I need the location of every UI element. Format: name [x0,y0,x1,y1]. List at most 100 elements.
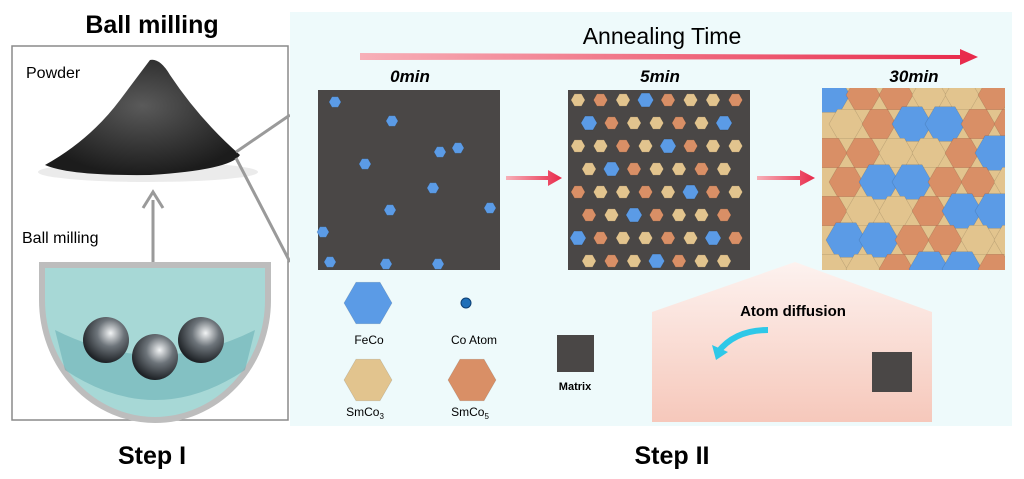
legend-smco5-label: SmCo5 [451,405,489,421]
smco3-grain [728,185,743,199]
stage-arrow [757,170,815,186]
smco3-grain [649,116,664,130]
milling-ball [132,334,178,380]
legend-smco5-swatch [447,358,497,402]
smco5-grain [878,254,914,270]
feco-grain [426,182,440,194]
smco5-grain [728,93,743,107]
feco-grain [328,96,342,108]
smco5-grain [716,208,732,222]
smco3-grain [581,254,597,268]
smco5-grain [604,116,619,130]
smco3-grain [615,231,631,245]
zoom-line [235,113,291,154]
smco3-grain [593,185,608,199]
smco5-grain [593,93,608,107]
stage-label-30min: 30min [889,67,938,86]
co-atom [460,297,472,309]
feco-grain [648,253,665,269]
feco-grain [451,142,465,154]
annealing-time-label: Annealing Time [583,23,742,49]
diffusion-arrow-head [712,345,728,360]
grain-layer [822,88,1005,270]
smco5-grain [660,231,676,245]
feco-grain [682,184,699,200]
feco-grain [580,115,598,131]
ball-milling-label: Ball milling [22,230,98,247]
smco3-grain [993,225,1005,255]
smco5-grain [581,208,597,222]
feco-grain [379,258,393,270]
legend-feco-label: FeCo [354,333,384,347]
smco3-grain [593,139,608,153]
powder-pile [45,59,240,176]
legend-matrix-label: Matrix [559,381,592,393]
feco-grain [433,146,447,158]
feco-grain [941,251,983,270]
legend: FeCo Co Atom SmCo3 SmCo5 Matrix [343,281,594,421]
smco3-grain [581,162,597,176]
feco-grain [569,230,587,246]
smco5-grain [671,116,687,130]
feco-grain [483,202,497,214]
smco3-grain [716,254,732,268]
legend-co-atom-label: Co Atom [451,333,497,347]
smco3-grain [705,93,721,107]
smco3-grain [660,185,676,199]
smco3-grain [993,167,1005,197]
step2-caption: Step II [634,442,709,470]
smco3-grain [570,139,586,153]
milling-ball [83,317,129,363]
smco3-grain [671,208,687,222]
annealing-time-arrow [360,49,978,65]
atom-diffusion-inset: Atom diffusion [652,262,932,422]
smco3-grain [615,93,631,107]
smco5-grain [604,254,619,268]
feco-grain [431,258,445,270]
stage-arrow [506,170,562,186]
smco3-grain [822,254,848,270]
matrix-background [318,90,500,270]
feco-grain [659,138,677,154]
smco5-grain [993,109,1005,139]
smco3-grain [694,254,709,268]
smco3-grain [694,208,709,222]
feco-grain [637,92,654,108]
smco5-grain [660,93,676,107]
smco5-grain [593,231,608,245]
smco3-grain [570,93,586,107]
smco3-grain [728,139,743,153]
microstructure-5min [568,90,750,270]
stage-label-0min: 0min [390,67,430,86]
powder-label: Powder [26,65,81,82]
smco5-grain [705,185,721,199]
feco-grain [974,135,1005,171]
up-arrow-icon [141,189,165,209]
feco-grain [383,204,397,216]
smco3-grain [649,162,664,176]
smco5-grain [570,185,586,199]
feco-grain [316,226,330,238]
smco3-grain [683,231,698,245]
smco5-grain [683,139,698,153]
feco-grain [385,115,399,127]
smco3-grain [683,93,698,107]
feco-grain [323,256,337,268]
smco3-grain [604,208,619,222]
feco-grain [908,251,950,270]
feco-grain [625,207,643,223]
feco-grain [974,193,1005,229]
milling-ball [178,317,224,363]
feco-grain [603,161,620,177]
smco3-grain [626,116,642,130]
step1-caption: Step I [118,442,186,470]
legend-feco-swatch [343,281,393,325]
smco5-grain [728,231,743,245]
legend-matrix-swatch [557,335,594,372]
zoom-line [234,157,292,263]
inset-title: Atom diffusion [740,303,846,320]
smco5-grain [977,254,1005,270]
step1-title: Ball milling [85,11,218,39]
microstructure-30min [822,88,1005,270]
